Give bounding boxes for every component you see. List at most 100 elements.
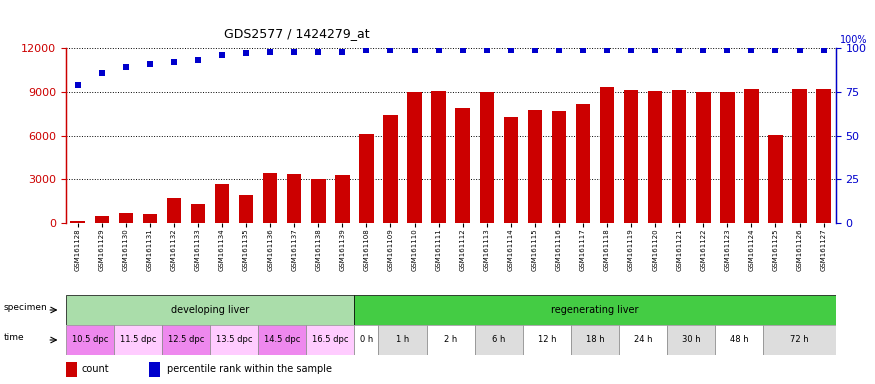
Bar (720, 93, 735, 223)
Point (119, 64, 133, 70)
Bar (427, 325, 475, 355)
Bar (793, 89, 807, 223)
Bar (620, 325, 668, 355)
Bar (354, 295, 836, 325)
Point (94, 70, 108, 76)
Bar (263, 174, 277, 223)
Bar (215, 184, 229, 223)
Bar (360, 134, 374, 223)
Bar (66, 325, 114, 355)
Bar (258, 325, 306, 355)
Bar (816, 89, 831, 223)
Bar (312, 179, 326, 223)
Bar (696, 92, 710, 223)
Point (383, 47, 397, 53)
Point (312, 48, 326, 55)
Bar (191, 204, 206, 223)
Bar (114, 325, 162, 355)
Point (408, 47, 422, 53)
Point (745, 47, 759, 53)
Bar (431, 91, 446, 223)
Bar (149, 362, 160, 377)
Text: 30 h: 30 h (682, 336, 701, 344)
Bar (480, 92, 494, 223)
Point (480, 47, 494, 53)
Point (648, 47, 662, 53)
Point (287, 48, 301, 55)
Bar (71, 221, 85, 223)
Point (600, 47, 614, 53)
Bar (768, 135, 783, 223)
Text: 10.5 dpc: 10.5 dpc (72, 336, 108, 344)
Text: 16.5 dpc: 16.5 dpc (312, 336, 348, 344)
Bar (600, 88, 614, 223)
Text: 2 h: 2 h (444, 336, 458, 344)
Text: 18 h: 18 h (585, 336, 605, 344)
Text: 14.5 dpc: 14.5 dpc (264, 336, 300, 344)
Text: 6 h: 6 h (492, 336, 506, 344)
Text: 12.5 dpc: 12.5 dpc (168, 336, 204, 344)
Point (143, 61, 157, 67)
Point (360, 47, 374, 53)
Point (335, 48, 349, 55)
Point (167, 59, 181, 65)
Point (431, 47, 445, 53)
Text: 11.5 dpc: 11.5 dpc (120, 336, 156, 344)
Bar (167, 198, 181, 223)
Text: developing liver: developing liver (171, 305, 249, 315)
Bar (162, 325, 210, 355)
Point (720, 47, 734, 53)
Text: regenerating liver: regenerating liver (551, 305, 639, 315)
Bar (354, 325, 379, 355)
Bar (504, 117, 518, 223)
Bar (239, 195, 254, 223)
Text: 0 h: 0 h (360, 336, 373, 344)
Point (552, 47, 566, 53)
Bar (552, 111, 566, 223)
Text: percentile rank within the sample: percentile rank within the sample (167, 364, 332, 374)
Bar (306, 325, 354, 355)
Text: 100%: 100% (840, 35, 867, 45)
Text: time: time (4, 333, 24, 341)
Bar (716, 325, 763, 355)
Point (672, 47, 686, 53)
Bar (672, 90, 687, 223)
Text: 13.5 dpc: 13.5 dpc (216, 336, 252, 344)
Bar (143, 214, 158, 223)
Bar (648, 91, 662, 223)
Point (504, 47, 518, 53)
Point (239, 50, 253, 56)
Bar (408, 93, 422, 223)
Bar (379, 325, 427, 355)
Text: 12 h: 12 h (537, 336, 556, 344)
Bar (571, 325, 620, 355)
Bar (66, 362, 77, 377)
Point (696, 47, 710, 53)
Bar (66, 295, 354, 325)
Bar (523, 325, 571, 355)
Bar (576, 104, 591, 223)
Bar (528, 110, 542, 223)
Point (793, 47, 807, 53)
Point (456, 47, 470, 53)
Text: 1 h: 1 h (396, 336, 410, 344)
Point (816, 47, 830, 53)
Bar (456, 108, 470, 223)
Point (768, 47, 782, 53)
Point (528, 47, 542, 53)
Text: 24 h: 24 h (634, 336, 653, 344)
Point (71, 82, 85, 88)
Bar (745, 89, 759, 223)
Bar (210, 325, 258, 355)
Text: GDS2577 / 1424279_at: GDS2577 / 1424279_at (224, 27, 369, 40)
Bar (763, 325, 836, 355)
Text: 48 h: 48 h (730, 336, 749, 344)
Text: specimen: specimen (4, 303, 47, 311)
Bar (383, 115, 397, 223)
Point (624, 47, 638, 53)
Bar (475, 325, 523, 355)
Point (263, 48, 277, 55)
Bar (119, 213, 133, 223)
Point (191, 57, 205, 63)
Bar (624, 90, 639, 223)
